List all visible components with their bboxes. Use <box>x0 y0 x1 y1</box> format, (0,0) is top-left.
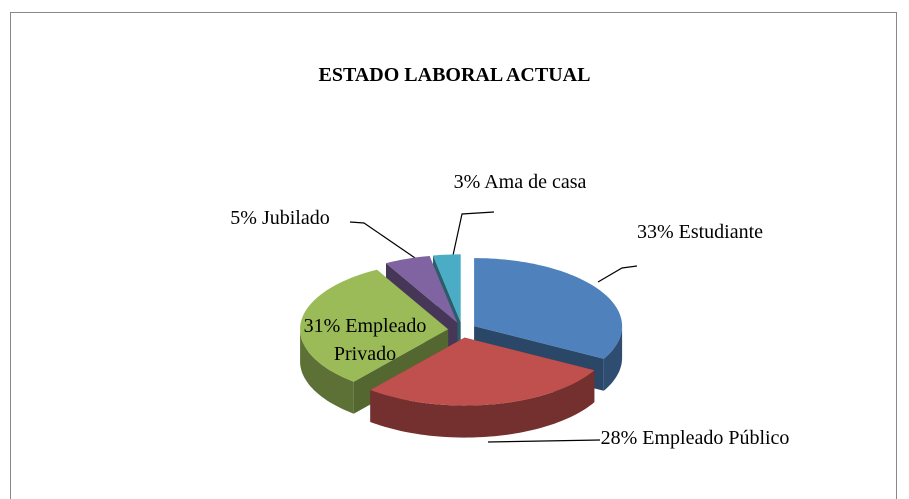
data-label: 31% Empleado Privado <box>290 312 440 368</box>
leader-line <box>597 265 638 283</box>
data-label: 5% Jubilado <box>205 204 355 232</box>
slice <box>433 254 461 323</box>
value-label: 31% <box>303 315 341 337</box>
category-label: Empleado Público <box>642 427 790 449</box>
slice <box>300 269 449 382</box>
chart-frame <box>10 12 897 499</box>
category-label: Empleado Privado <box>333 315 427 365</box>
leader-line <box>487 439 601 443</box>
value-label: 33% <box>636 221 674 243</box>
category-label: Ama de casa <box>484 171 587 193</box>
leader-line <box>451 211 495 261</box>
value-label: 3% <box>453 171 481 193</box>
leader-line <box>349 221 419 261</box>
value-label: 28% <box>600 427 638 449</box>
slice <box>474 258 623 359</box>
slice-side <box>300 329 354 414</box>
category-label: Estudiante <box>678 221 764 243</box>
data-label: 28% Empleado Público <box>600 424 790 452</box>
slice <box>386 256 458 323</box>
category-label: Jubilado <box>261 207 330 229</box>
slice <box>370 337 595 406</box>
value-label: 5% <box>230 207 257 229</box>
slice-side <box>603 326 623 391</box>
chart-title: ESTADO LABORAL ACTUAL <box>318 64 591 86</box>
slice-side <box>370 370 595 438</box>
data-label: 3% Ama de casa <box>445 168 595 196</box>
data-label: 33% Estudiante <box>630 218 770 246</box>
